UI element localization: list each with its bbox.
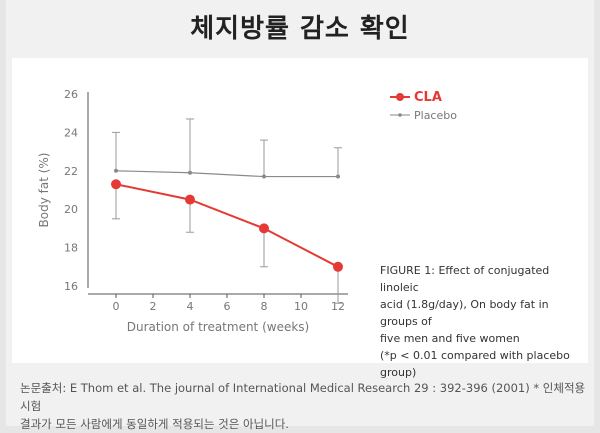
caption-line: five men and five women [380, 332, 520, 345]
y-tick-label: 26 [64, 88, 78, 101]
figure-caption: FIGURE 1: Effect of conjugated linoleic … [380, 262, 585, 381]
caption-line: FIGURE 1: Effect of conjugated linoleic [380, 264, 550, 294]
y-tick-label: 24 [64, 126, 78, 139]
cla-series-line [115, 183, 339, 268]
y-tick-label: 18 [64, 242, 78, 255]
page-title: 체지방률 감소 확인 [190, 14, 410, 44]
placebo-series-line [115, 170, 338, 178]
cla-data-point [111, 179, 121, 190]
x-tick-label: 8 [261, 300, 268, 313]
source-footnote: 논문출처: E Thom et al. The journal of Inter… [20, 379, 590, 433]
y-tick-label: 20 [64, 203, 78, 216]
chart-panel: 16 18 20 22 24 26 0 2 4 6 8 10 12 Duration of treatme… [12, 58, 588, 379]
legend-label-placebo: Placebo [414, 108, 457, 122]
x-tick-label: 4 [187, 300, 194, 313]
footnote-line: 논문출처: E Thom et al. The journal of Inter… [20, 381, 586, 413]
y-axis-label: Body fat (%) [37, 153, 51, 228]
placebo-data-point [188, 170, 192, 175]
y-tick-label: 16 [64, 280, 78, 293]
legend-item-placebo: Placebo [390, 106, 457, 124]
caption-line: acid (1.8g/day), On body fat in groups o… [380, 298, 549, 328]
x-tick-label: 2 [150, 300, 157, 313]
y-tick-label: 22 [64, 165, 78, 178]
cla-data-point [333, 261, 343, 272]
x-axis-label: Duration of treatment (weeks) [127, 320, 309, 334]
legend: CLA Placebo [390, 88, 457, 124]
card: 체지방률 감소 확인 16 18 20 22 24 26 0 2 4 6 8 10 12 Duration… [6, 0, 594, 431]
legend-item-cla: CLA [390, 88, 457, 106]
cla-data-point [185, 194, 195, 205]
x-tick-label: 0 [113, 300, 120, 313]
x-tick-label: 6 [224, 300, 231, 313]
cla-line-icon [390, 93, 410, 101]
placebo-data-point [336, 174, 340, 179]
placebo-line-icon [390, 113, 410, 117]
caption-line: (*p < 0.01 compared with placebo group) [380, 349, 570, 379]
legend-label-cla: CLA [414, 89, 442, 105]
placebo-data-point [114, 168, 118, 173]
placebo-data-point [262, 174, 266, 179]
cla-data-point [259, 223, 269, 234]
x-tick-label: 10 [294, 300, 308, 313]
footnote-line: 결과가 모든 사람에게 동일하게 적용되는 것은 아닙니다. [20, 417, 289, 431]
